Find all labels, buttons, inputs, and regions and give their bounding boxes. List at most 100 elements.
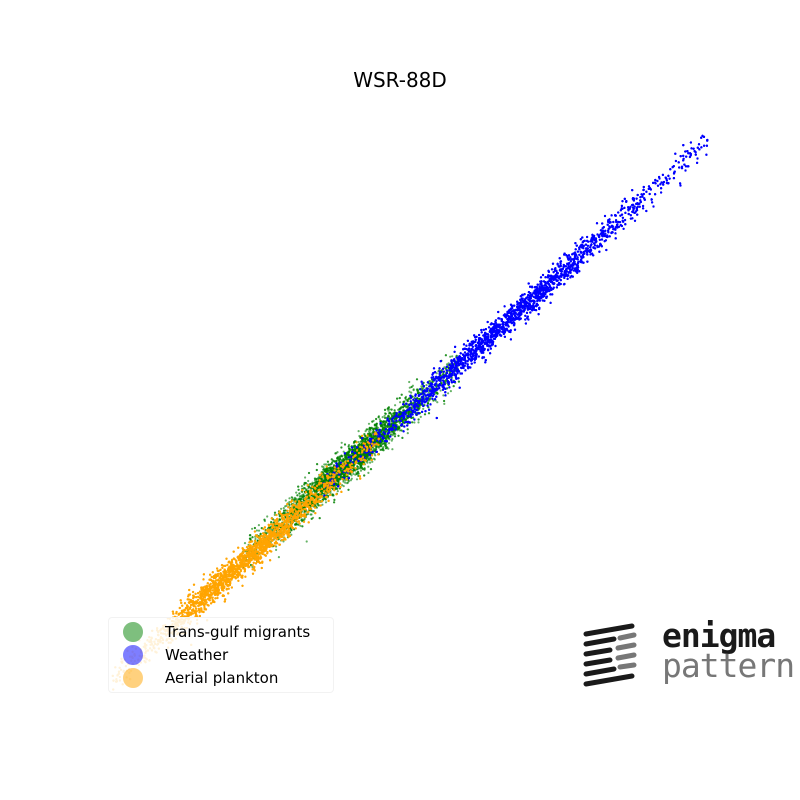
scatter-point — [408, 397, 411, 400]
scatter-point — [443, 402, 446, 405]
scatter-point — [336, 490, 339, 493]
scatter-point — [356, 465, 359, 468]
scatter-point — [303, 510, 306, 513]
scatter-point — [342, 458, 345, 461]
scatter-point — [367, 422, 371, 425]
scatter-point — [347, 465, 350, 468]
scatter-point — [273, 513, 276, 517]
scatter-point — [341, 484, 344, 487]
scatter-point — [355, 478, 359, 481]
scatter-point — [436, 401, 439, 404]
scatter-point — [288, 500, 291, 504]
scatter-point — [363, 440, 366, 443]
scatter-point — [332, 494, 335, 497]
scatter-point — [353, 468, 356, 471]
scatter-point — [325, 478, 328, 481]
scatter-point — [399, 406, 403, 409]
scatter-point — [341, 455, 344, 458]
scatter-point — [423, 413, 427, 416]
scatter-point — [344, 458, 347, 461]
scatter-point — [320, 484, 323, 487]
scatter-point — [298, 492, 301, 495]
scatter-point — [387, 442, 391, 445]
scatter-point — [315, 477, 318, 481]
scatter-point — [373, 452, 376, 455]
scatter-point — [329, 491, 332, 495]
scatter-point — [365, 453, 368, 456]
scatter-point — [408, 390, 411, 393]
chart-title: WSR-88D — [0, 68, 800, 92]
scatter-point — [257, 524, 260, 527]
scatter-point — [357, 430, 360, 433]
series-trans-gulf-migrants — [241, 354, 461, 570]
scatter-point — [407, 411, 410, 414]
scatter-point — [275, 545, 278, 548]
scatter-point — [302, 495, 305, 498]
scatter-point — [343, 473, 346, 476]
scatter-point — [321, 503, 324, 506]
scatter-point — [300, 494, 303, 497]
scatter-point — [288, 497, 291, 500]
scatter-point — [317, 493, 320, 496]
scatter-point — [342, 485, 345, 488]
scatter-point — [411, 421, 414, 424]
scatter-point — [297, 488, 300, 491]
scatter-point — [275, 548, 278, 552]
scatter-point — [311, 482, 314, 486]
scatter-point — [370, 426, 373, 429]
scatter-point — [318, 517, 321, 520]
scatter-point — [406, 400, 409, 403]
scatter-point — [284, 499, 287, 502]
scatter-point — [299, 524, 302, 527]
scatter-point — [373, 438, 376, 441]
scatter-point — [390, 433, 393, 436]
scatter-point — [387, 437, 390, 440]
scatter-point — [310, 513, 313, 516]
scatter-point — [359, 440, 362, 443]
scatter-point — [393, 409, 396, 412]
scatter-point — [313, 484, 316, 487]
scatter-point — [278, 515, 281, 518]
scatter-point — [364, 434, 367, 437]
scatter-point — [305, 540, 308, 543]
scatter-point — [326, 467, 329, 470]
scatter-point — [410, 391, 413, 394]
scatter-point — [343, 443, 347, 446]
scatter-point — [422, 407, 425, 410]
scatter-point — [342, 450, 345, 453]
scatter-point — [273, 511, 277, 514]
scatter-point — [353, 444, 356, 447]
scatter-point — [390, 408, 393, 411]
scatter-point — [397, 428, 400, 431]
scatter-point — [312, 509, 315, 513]
scatter-point — [381, 416, 384, 419]
scatter-point — [417, 418, 420, 421]
scatter-point — [280, 507, 283, 510]
scatter-point — [363, 432, 366, 436]
scatter-point — [353, 440, 356, 444]
scatter-point — [361, 438, 364, 442]
scatter-point — [404, 396, 407, 400]
scatter-point — [410, 385, 413, 389]
scatter-point — [358, 448, 361, 451]
scatter-point — [383, 442, 386, 445]
scatter-point — [255, 529, 258, 532]
scatter-point — [371, 460, 374, 463]
scatter-point — [270, 521, 273, 524]
scatter-point — [383, 420, 386, 423]
scatter-point — [372, 457, 375, 460]
scatter-point — [383, 414, 386, 417]
scatter-point — [323, 463, 326, 466]
scatter-point — [406, 428, 409, 431]
scatter-point — [367, 457, 370, 460]
scatter-point — [332, 464, 336, 467]
scatter-point — [427, 391, 430, 394]
scatter-point — [303, 487, 306, 490]
scatter-point — [369, 468, 373, 471]
scatter-point — [404, 418, 407, 421]
scatter-point — [384, 444, 387, 447]
scatter-point — [300, 485, 304, 488]
scatter-point — [333, 498, 336, 501]
scatter-point — [317, 504, 320, 507]
